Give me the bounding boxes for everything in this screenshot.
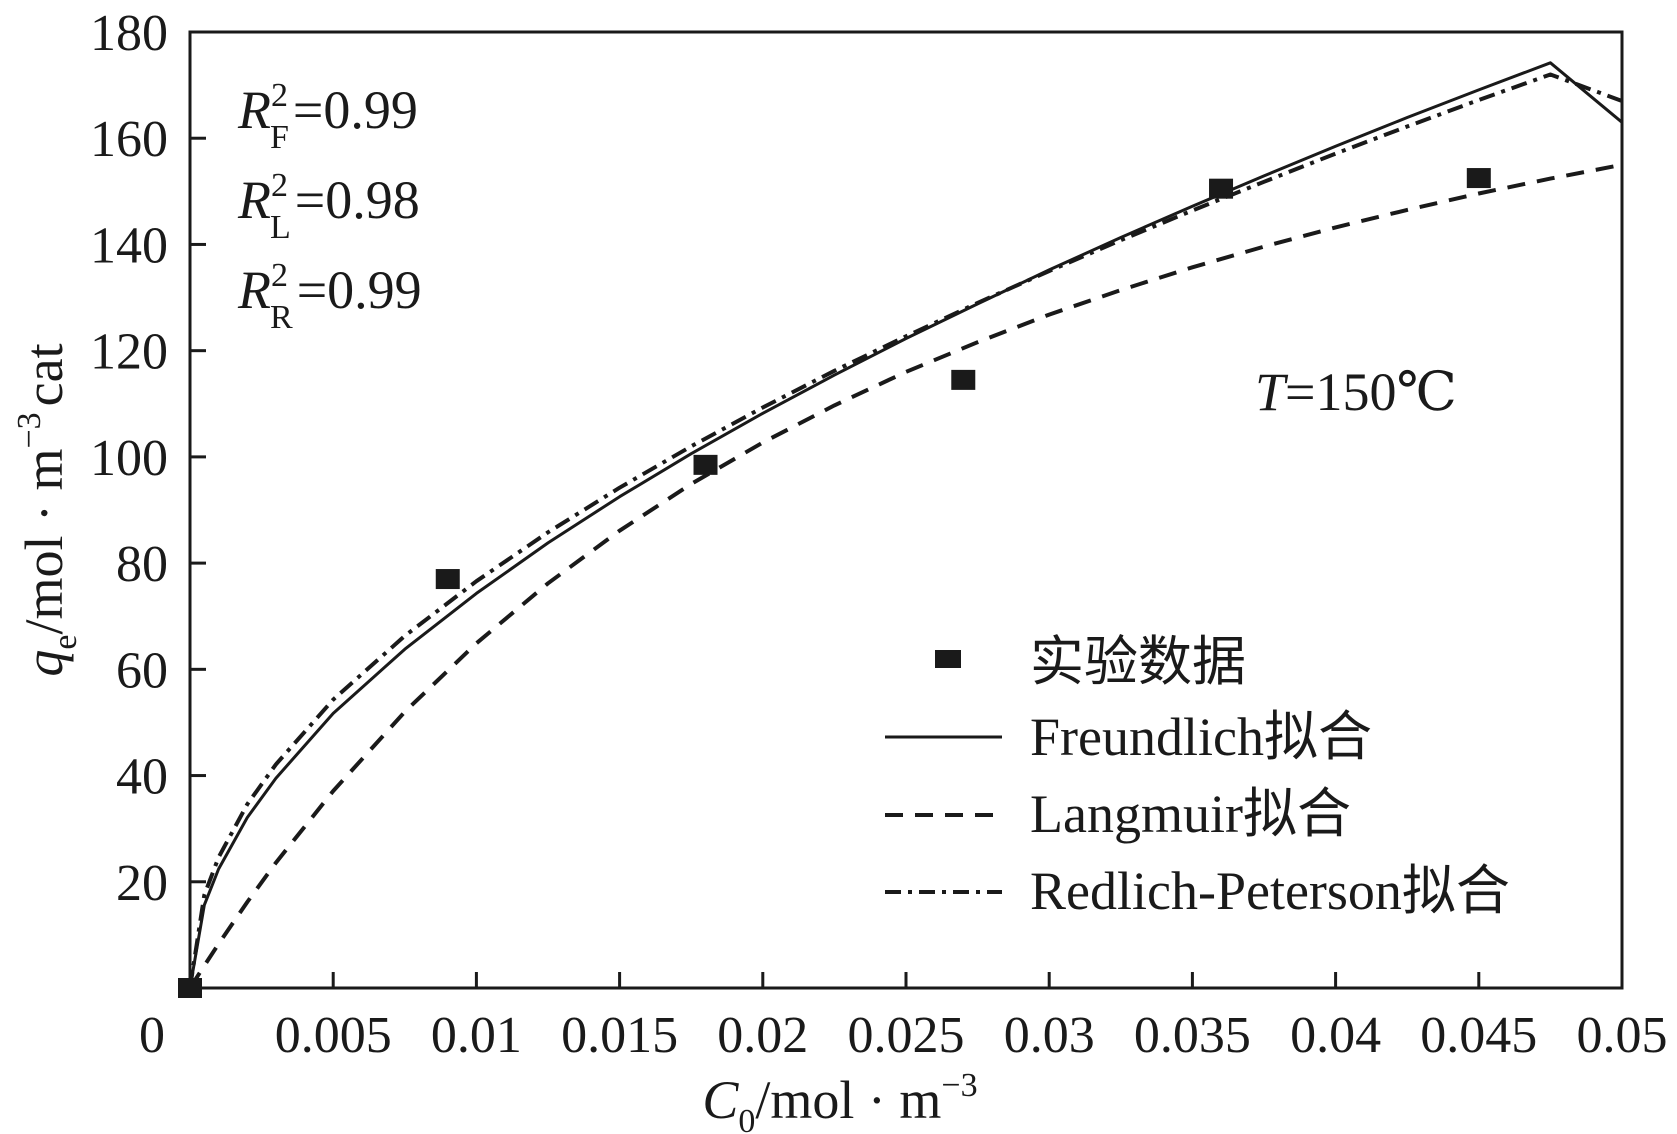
- y-tick-label: 180: [90, 5, 168, 62]
- fit-line-3: [188, 72, 1623, 989]
- x-tick-label: 0.03: [1004, 1007, 1095, 1064]
- y-axis-ticks: 20 40 60 80 100 120 140 160 180: [90, 5, 206, 912]
- data-point: [435, 569, 460, 590]
- data-point: [1466, 168, 1491, 189]
- x-tick-label: 0.005: [275, 1007, 392, 1064]
- data-point: [951, 369, 976, 390]
- y-tick-label: 20: [116, 855, 168, 912]
- fit-line-2: [188, 162, 1623, 990]
- y-tick-label: 160: [90, 111, 168, 168]
- x-tick-label: 0.025: [848, 1007, 965, 1064]
- legend-label-freundlich: Freundlich拟合: [1030, 707, 1372, 767]
- r2-annotations: R2 F=0.99 R2 L=0.98 R2 R=0.99: [237, 77, 422, 336]
- x-tick-label: 0: [139, 1007, 165, 1064]
- y-tick-label: 120: [90, 324, 168, 381]
- y-tick-label: 60: [116, 642, 168, 699]
- data-point: [1209, 178, 1234, 199]
- y-tick-label: 80: [116, 536, 168, 593]
- legend-label-langmuir: Langmuir拟合: [1030, 784, 1351, 844]
- data-point: [178, 978, 202, 998]
- legend: 实验数据 Freundlich拟合 Langmuir拟合 Redlich-Pet…: [885, 632, 1510, 921]
- legend-label-redlich-peterson: Redlich-Peterson拟合: [1030, 861, 1510, 921]
- r2-freundlich: R2 F=0.99: [237, 77, 418, 156]
- experimental-points: [178, 168, 1491, 998]
- x-tick-label: 0.04: [1290, 1007, 1381, 1064]
- x-tick-label: 0.045: [1420, 1007, 1537, 1064]
- r2-langmuir: R2 L=0.98: [237, 167, 420, 246]
- x-axis-ticks: 0 0.005 0.01 0.015 0.02 0.025 0.03 0.035 0.04 0.0…: [139, 972, 1668, 1064]
- y-tick-label: 40: [116, 749, 168, 806]
- x-axis-label: C0/mol · m−3: [702, 1067, 977, 1134]
- x-tick-label: 0.02: [717, 1007, 808, 1064]
- y-axis-label: qe/mol · m−3cat: [11, 343, 84, 676]
- data-point: [693, 454, 718, 475]
- legend-label-points: 实验数据: [1030, 632, 1246, 692]
- y-tick-label: 100: [90, 430, 168, 487]
- legend-marker-points: [935, 650, 961, 668]
- temperature-annotation: T=150℃: [1255, 362, 1457, 422]
- x-tick-label: 0.01: [431, 1007, 522, 1064]
- r2-redlich-peterson: R2 R=0.99: [237, 257, 422, 336]
- fit-line-1: [188, 61, 1623, 989]
- x-tick-label: 0.035: [1134, 1007, 1251, 1064]
- y-tick-label: 140: [90, 217, 168, 274]
- x-tick-label: 0.015: [561, 1007, 678, 1064]
- x-tick-label: 0.05: [1577, 1007, 1668, 1064]
- fit-curves: [188, 61, 1623, 990]
